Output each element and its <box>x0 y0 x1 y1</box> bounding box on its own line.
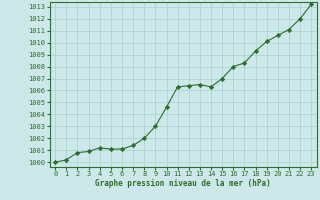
X-axis label: Graphe pression niveau de la mer (hPa): Graphe pression niveau de la mer (hPa) <box>95 179 271 188</box>
